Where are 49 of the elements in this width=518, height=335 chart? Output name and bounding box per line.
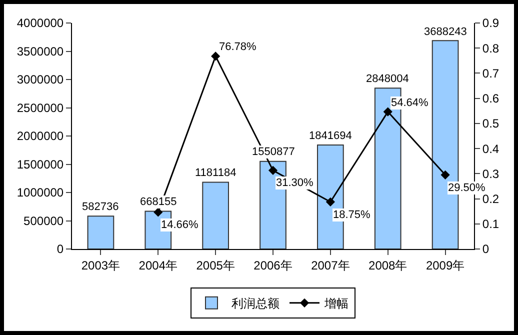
legend-label: 增幅 <box>324 296 348 311</box>
y-tick-label: 1000000 <box>16 186 64 200</box>
x-tick-label: 2003年 <box>81 258 120 272</box>
point <box>268 166 278 175</box>
y2-tick-label: 0.5 <box>482 116 500 131</box>
data-label: 2848004 <box>366 73 409 85</box>
data-label: 29.50% <box>448 182 486 194</box>
y2-tick-label: 0.6 <box>482 92 500 106</box>
data-label: 582736 <box>82 201 119 213</box>
data-label: 18.75% <box>333 209 371 221</box>
x-tick-label: 2005年 <box>196 258 235 272</box>
y2-tick-label: 0.7 <box>482 66 500 80</box>
y-tick-label: 2500000 <box>16 100 64 115</box>
y2-tick-label: 0.4 <box>482 142 500 156</box>
point <box>440 170 450 180</box>
data-label: 76.78% <box>219 41 257 53</box>
y2-tick-label: 0.2 <box>482 192 500 206</box>
legend-label: 利润总额 <box>232 296 280 311</box>
data-label: 1841694 <box>309 130 352 142</box>
x-tick-label: 2009年 <box>426 258 465 272</box>
data-label: 14.66% <box>161 219 199 231</box>
data-label: 54.64% <box>391 97 429 109</box>
y-tick-label: 2000000 <box>16 129 64 144</box>
y2-tick-label: 0.3 <box>482 166 500 181</box>
point <box>211 52 220 61</box>
y-tick-label: 3500000 <box>16 44 64 58</box>
data-label: 1181184 <box>195 167 236 179</box>
point <box>154 208 163 217</box>
bar <box>87 216 114 249</box>
data-label: 668155 <box>140 196 177 208</box>
data-label: 31.30% <box>276 177 314 189</box>
y-tick-label: 4000000 <box>16 16 64 30</box>
point <box>383 107 392 116</box>
x-tick-label: 2008年 <box>368 258 408 272</box>
y2-tick-label: 0.9 <box>482 16 500 30</box>
y-tick-label: 500000 <box>24 214 64 228</box>
bar <box>202 182 229 249</box>
data-label: 1550877 <box>252 146 295 158</box>
point <box>326 197 335 206</box>
y-tick-label: 0 <box>56 242 64 256</box>
y2-tick-label: 0.1 <box>482 217 500 232</box>
y2-tick-label: 0.8 <box>482 41 500 56</box>
x-tick-label: 2006年 <box>254 258 292 272</box>
x-tick-label: 2004年 <box>138 258 178 272</box>
y2-tick-label: 0 <box>482 242 490 256</box>
y-tick-label: 3000000 <box>16 72 64 87</box>
data-label: 3688243 <box>424 26 467 38</box>
y-tick-label: 1500000 <box>16 157 64 172</box>
x-tick-label: 2007年 <box>311 258 350 272</box>
